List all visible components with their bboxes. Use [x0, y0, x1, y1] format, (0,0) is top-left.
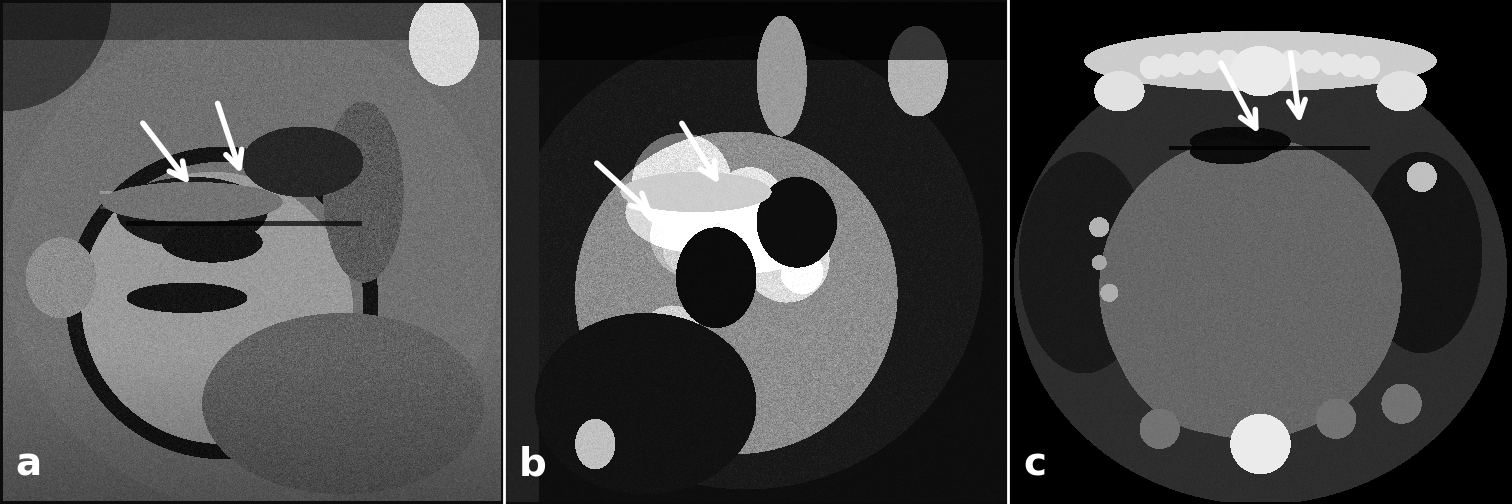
Text: b: b — [519, 446, 547, 484]
Text: a: a — [15, 446, 41, 484]
Text: c: c — [1024, 446, 1046, 484]
